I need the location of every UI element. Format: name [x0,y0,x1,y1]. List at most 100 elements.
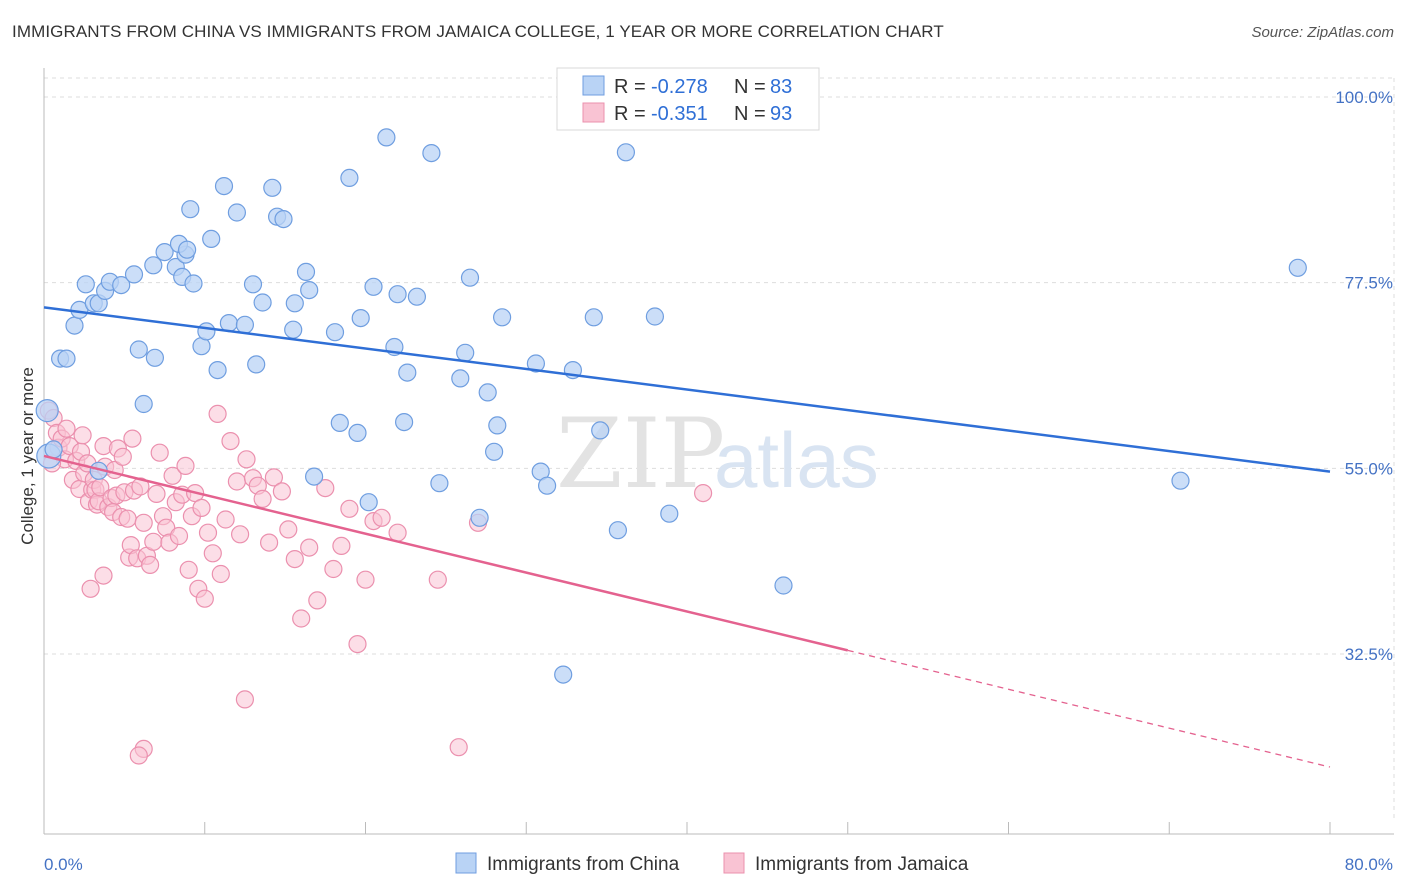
china-point [144,256,163,275]
china-point [263,178,282,197]
jamaica-point [134,513,153,532]
trend-layer [43,306,1331,768]
china-point [470,508,489,527]
china-point [284,320,303,339]
chart-title: IMMIGRANTS FROM CHINA VS IMMIGRANTS FROM… [12,22,944,41]
china-point [488,416,507,435]
axes-layer: 32.5% 55.0% 77.5% 100.0% 0.0% 80.0% [43,68,1394,874]
jamaica-point [693,484,713,503]
jamaica-point [123,429,142,448]
china-point [35,399,59,423]
source-label: Source: ZipAtlas.com [1251,24,1394,41]
china-point [460,268,480,287]
china-point [57,349,76,368]
jamaica-point [356,570,375,589]
china-point [274,210,293,229]
china-point [537,476,557,495]
jamaica-point [231,525,250,544]
china-point [478,383,497,402]
china-point [451,369,470,388]
china-point [608,521,628,540]
china-point [348,423,367,442]
jamaica-point [129,746,148,765]
china-point [145,348,164,367]
china-point [364,277,383,296]
china-point [388,285,407,304]
china-point [584,308,603,327]
jamaica-point [118,509,137,528]
china-point [407,287,426,306]
jamaica-point [208,404,227,423]
jamaica-point [308,591,327,610]
china-point [645,307,665,326]
points-layer [35,128,1307,765]
china-point [485,442,504,461]
china-point [247,355,266,374]
china-point [178,240,197,259]
china-point [359,493,378,512]
legend-china-swatch [582,75,605,96]
legend-china-n-value: 83 [770,76,792,98]
china-point [243,275,263,294]
jamaica-point [163,466,182,485]
watermark-atlas: atlas [714,416,879,504]
jamaica-point [150,443,169,462]
china-point [526,354,546,373]
jamaica-point [179,560,198,579]
jamaica-point [388,523,407,542]
x-tick-label-max: 80.0% [1345,855,1393,874]
jamaica-point [235,690,254,709]
bottom-legend-jamaica-label: Immigrants from Jamaica [755,854,969,875]
china-point [398,363,417,382]
legend-jamaica-n-value: 93 [770,103,792,125]
jamaica-point [316,479,335,498]
china-point [351,309,370,328]
jamaica-point [272,482,291,501]
jamaica-point [216,510,235,529]
jamaica-point [147,484,166,503]
y-tick-label: 100.0% [1335,88,1393,107]
bottom-legend: Immigrants from China Immigrants from Ja… [455,852,969,875]
china-point [134,394,153,414]
china-point [285,294,304,313]
jamaica-point [340,499,359,518]
china-point [112,276,131,295]
jamaica-point [176,456,195,475]
china-point [660,504,679,523]
jamaica-point [198,523,218,542]
jamaica-point [279,520,298,539]
jamaica-point [300,538,319,557]
legend-china-r-value: -0.278 [651,76,708,98]
china-point [208,361,227,380]
china-point [76,275,95,294]
jamaica-point [264,468,283,487]
china-point [377,128,396,147]
china-point [197,322,216,341]
jamaica-point [141,555,160,575]
jamaica-point [221,432,240,451]
china-point [227,203,246,222]
china-point [422,144,441,163]
china-point [184,274,203,293]
legend-jamaica-n-label: N = [734,103,766,125]
legend-jamaica-swatch [582,102,605,123]
china-point [129,340,148,359]
china-trend-line [43,306,1331,473]
china-point [305,467,324,486]
y-tick-label: 77.5% [1345,274,1393,293]
china-point [456,343,475,362]
china-point [774,576,793,595]
legend-jamaica-r-label: R = [614,103,646,125]
jamaica-point [227,472,246,491]
jamaica-point [292,609,311,628]
jamaica-point [113,447,132,466]
china-point [296,262,316,281]
china-point [181,200,200,219]
china-point [300,281,319,300]
jamaica-point [449,738,468,757]
jamaica-point [428,570,447,589]
x-tick-label-min: 0.0% [44,855,83,874]
y-tick-label: 32.5% [1345,645,1393,664]
china-point [340,168,359,187]
